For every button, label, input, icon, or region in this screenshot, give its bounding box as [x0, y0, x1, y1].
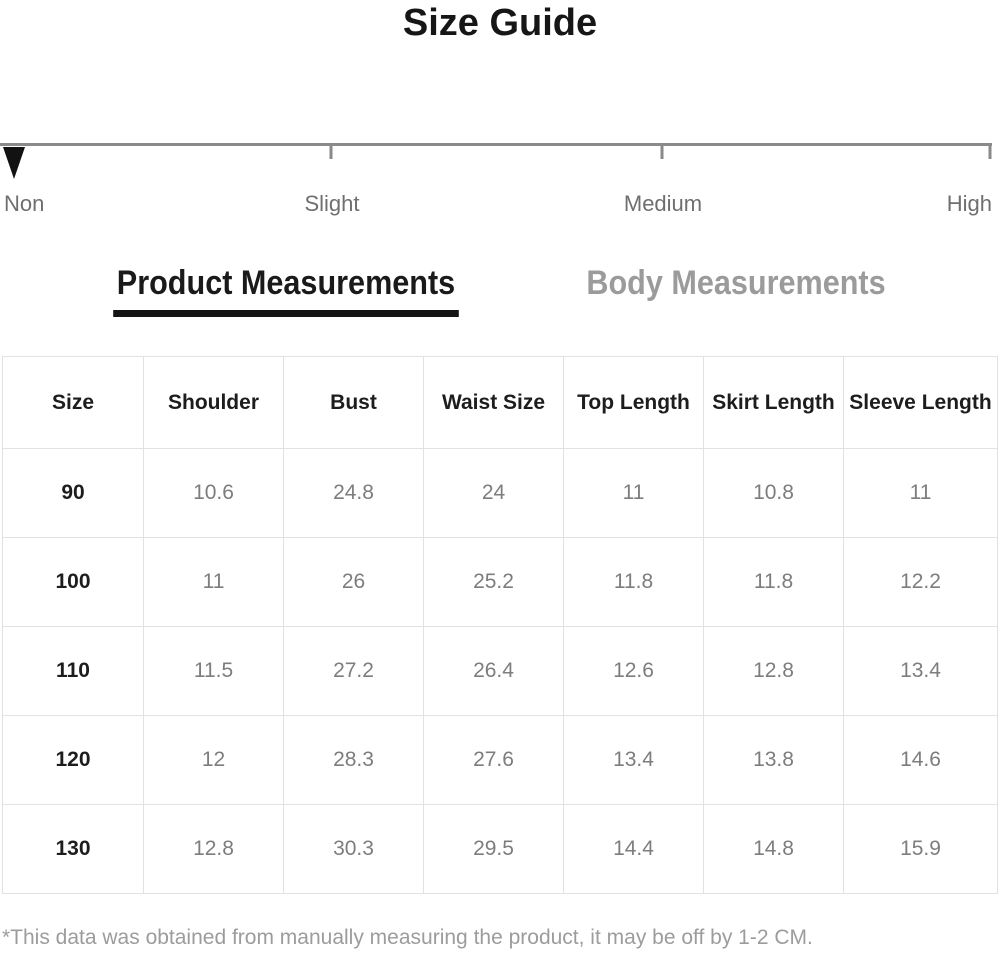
measurement-cell: 14.8	[703, 804, 844, 894]
scale-pointer-icon-non	[3, 147, 25, 179]
body-measurements-heading: Body Measurements	[586, 264, 886, 302]
table-row-size-90: 90 10.6 24.8 24 11 10.8 11	[2, 448, 998, 538]
table-row-size-120: 120 12 28.3 27.6 13.4 13.8 14.6	[2, 715, 998, 805]
measurement-cell: 14.6	[843, 715, 998, 805]
column-header-bust: Bust	[283, 356, 424, 449]
scale-tick-medium	[660, 146, 664, 159]
size-cell: 90	[2, 448, 144, 538]
product-measurements-heading: Product Measurements	[113, 264, 459, 317]
column-header-waist-size: Waist Size	[423, 356, 564, 449]
size-table: Size Shoulder Bust Waist Size Top Length Skir…	[2, 356, 998, 894]
column-header-top-length: Top Length	[563, 356, 704, 449]
page-title: Size Guide	[402, 2, 598, 44]
measurement-cell: 24	[423, 448, 564, 538]
measurement-cell: 27.6	[423, 715, 564, 805]
measurement-cell: 24.8	[283, 448, 424, 538]
measurement-cell: 12.6	[563, 626, 704, 716]
table-row-size-110: 110 11.5 27.2 26.4 12.6 12.8 13.4	[2, 626, 998, 716]
measurement-cell: 15.9	[843, 804, 998, 894]
measurement-cell: 14.4	[563, 804, 704, 894]
measurement-cell: 11.8	[563, 537, 704, 627]
measurement-cell: 12	[143, 715, 284, 805]
measurement-cell: 10.8	[703, 448, 844, 538]
measurement-cell: 13.4	[843, 626, 998, 716]
scale-label-slight: Slight	[304, 191, 360, 216]
measurement-cell: 26	[283, 537, 424, 627]
measurement-cell: 11	[143, 537, 284, 627]
column-header-skirt-length: Skirt Length	[703, 356, 844, 449]
measurement-cell: 11	[843, 448, 998, 538]
size-cell: 130	[2, 804, 144, 894]
measurement-cell: 29.5	[423, 804, 564, 894]
measurement-cell: 11.8	[703, 537, 844, 627]
table-header-row: Size Shoulder Bust Waist Size Top Length Skir…	[2, 356, 998, 449]
table-row-size-130: 130 12.8 30.3 29.5 14.4 14.8 15.9	[2, 804, 998, 894]
measurement-cell: 10.6	[143, 448, 284, 538]
size-cell: 100	[2, 537, 144, 627]
measurement-cell: 25.2	[423, 537, 564, 627]
measurement-cell: 26.4	[423, 626, 564, 716]
scale-label-medium: Medium	[623, 191, 703, 216]
measurement-cell: 11	[563, 448, 704, 538]
table-row-size-100: 100 11 26 25.2 11.8 11.8 12.2	[2, 537, 998, 627]
measurement-cell: 12.8	[143, 804, 284, 894]
column-header-sleeve-length: Sleeve Length	[843, 356, 998, 449]
scale-label-non: Non	[4, 191, 45, 216]
measurement-cell: 13.4	[563, 715, 704, 805]
size-cell: 110	[2, 626, 144, 716]
measurement-cell: 28.3	[283, 715, 424, 805]
footnote: *This data was obtained from manually me…	[2, 926, 813, 949]
measurement-cell: 30.3	[283, 804, 424, 894]
stretch-scale: Non Slight Medium High	[0, 143, 1000, 233]
measurement-cell: 12.2	[843, 537, 998, 627]
scale-tick-slight	[329, 146, 333, 159]
size-cell: 120	[2, 715, 144, 805]
scale-label-high: High	[946, 191, 992, 216]
column-header-shoulder: Shoulder	[143, 356, 284, 449]
scale-tick-high	[988, 146, 992, 159]
measurement-cell: 27.2	[283, 626, 424, 716]
measurement-cell: 13.8	[703, 715, 844, 805]
column-header-size: Size	[2, 356, 144, 449]
measurement-cell: 11.5	[143, 626, 284, 716]
measurement-cell: 12.8	[703, 626, 844, 716]
scale-line	[0, 143, 992, 146]
